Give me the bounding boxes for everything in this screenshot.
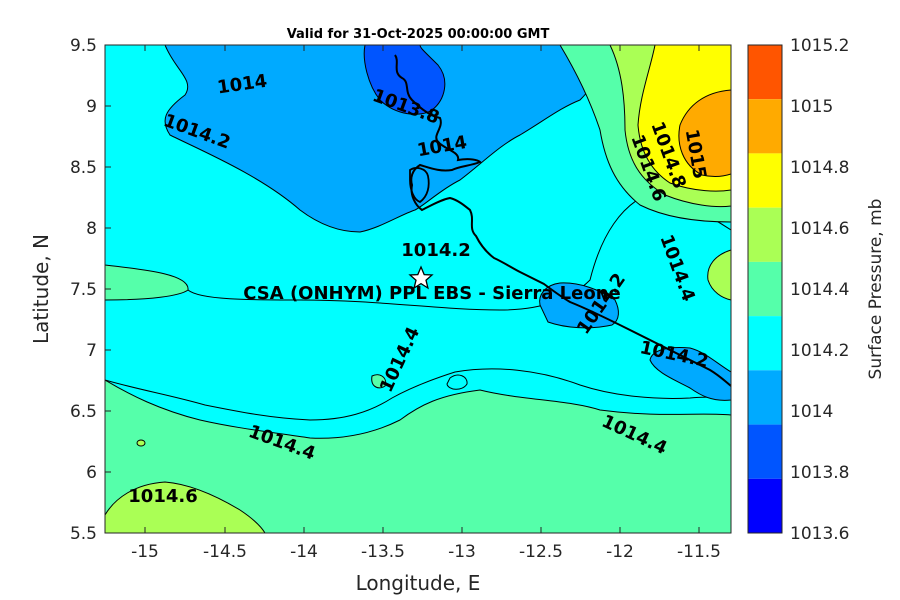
colorbar-tick-label: 1014.6: [790, 219, 849, 239]
y-tick-label: 8: [86, 219, 97, 239]
x-tick-label: -12: [606, 542, 634, 562]
y-tick-label: 9.5: [70, 36, 97, 56]
y-tick-label: 6.5: [70, 402, 97, 422]
field-1014-north: [164, 45, 605, 233]
island-coast: [409, 167, 430, 204]
y-tick-label: 8.5: [70, 158, 97, 178]
y-tick-label: 6: [86, 463, 97, 483]
y-axis: 9.5 9 8.5 8 7.5 7 6.5 6 5.5 Latitude, N: [29, 36, 111, 544]
y-tick-label: 9: [86, 97, 97, 117]
field-1015-ne: [678, 89, 731, 178]
field-island-south: [446, 374, 468, 390]
colorbar-segment: [748, 316, 782, 371]
colorbar-tick-label: 1014.8: [790, 158, 849, 178]
colorbar-segment: [748, 261, 782, 317]
coastline: [394, 54, 731, 387]
colorbar-frame: [747, 44, 783, 534]
colorbar-segment: [748, 153, 782, 208]
field-1014-6-east: [707, 249, 731, 301]
field-1014-4-south: [105, 264, 731, 533]
colorbar-tick-label: 1014: [790, 402, 833, 422]
x-tick-label: -15: [131, 542, 159, 562]
plot-area: [105, 45, 731, 533]
field-1014-6-sw: [105, 481, 266, 533]
colorbar-segment: [748, 45, 782, 100]
chart-title: Valid for 31-Oct-2025 00:00:00 GMT: [287, 27, 550, 42]
field-blob-a: [371, 374, 387, 389]
field-ring: [136, 439, 146, 447]
colorbar: 1015.2 1015 1014.8 1014.6 1014.4 1014.2 …: [747, 36, 886, 544]
y-tick-label: 7.5: [70, 280, 97, 300]
x-tick-label: -14.5: [203, 542, 247, 562]
colorbar-tick-label: 1013.6: [790, 524, 849, 544]
colorbar-segment: [748, 207, 782, 262]
x-tick-label: -13.5: [361, 542, 405, 562]
site-label: CSA (ONHYM) PPL EBS - Sierra Leone: [243, 283, 620, 304]
colorbar-segment: [748, 424, 782, 479]
x-tick-label: -12.5: [519, 542, 563, 562]
colorbar-tick-label: 1013.8: [790, 463, 849, 483]
star-icon: [408, 265, 434, 290]
colorbar-segment: [748, 370, 782, 425]
x-axis-label: Longitude, E: [356, 571, 481, 595]
contour-label: 1014.6: [128, 486, 197, 507]
colorbar-tick-label: 1014.2: [790, 341, 849, 361]
x-tick-label: -14: [290, 542, 318, 562]
field-1014-southeast: [649, 347, 731, 401]
colorbar-tick-label: 1015: [790, 97, 833, 117]
colorbar-tick-label: 1014.4: [790, 280, 849, 300]
y-axis-label: Latitude, N: [29, 234, 53, 344]
colorbar-segment: [748, 478, 782, 533]
colorbar-tick-label: 1015.2: [790, 36, 849, 56]
x-axis: -15 -14.5 -14 -13.5 -13 -12.5 -12 -11.5 …: [131, 45, 721, 595]
colorbar-title: Surface Pressure, mb: [866, 199, 886, 380]
contour-label: 1014.2: [401, 240, 470, 261]
y-tick-label: 7: [86, 341, 97, 361]
y-tick-label: 5.5: [70, 524, 97, 544]
colorbar-segment: [748, 99, 782, 154]
x-tick-label: -13: [448, 542, 476, 562]
x-tick-label: -11.5: [677, 542, 721, 562]
